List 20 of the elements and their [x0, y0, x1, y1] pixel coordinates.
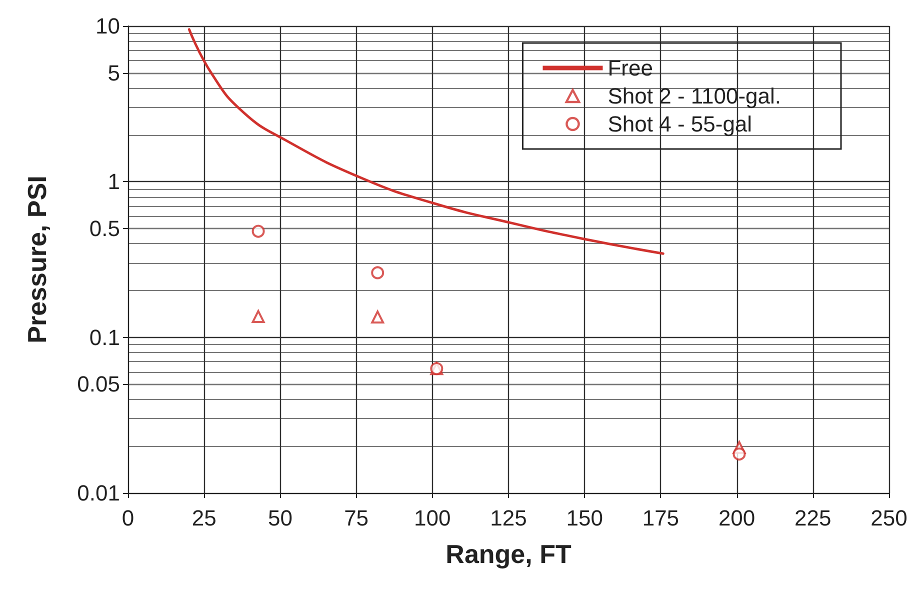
y-tick-label: 0.1	[89, 324, 120, 350]
x-tick-label: 225	[794, 506, 832, 530]
x-tick-label: 175	[642, 506, 680, 530]
x-tick-label: 200	[718, 506, 756, 530]
y-tick-label: 1	[108, 169, 120, 194]
x-tick-label: 25	[192, 506, 216, 530]
x-tick-label: 250	[870, 506, 908, 530]
y-tick-label: 0.01	[77, 480, 120, 506]
x-tick-label: 50	[268, 506, 292, 530]
x-tick-label: 150	[566, 506, 603, 530]
x-axis-title: Range, FT	[446, 539, 572, 569]
x-tick-label: 0	[122, 506, 134, 530]
x-tick-label: 75	[344, 506, 369, 530]
y-axis-title: Pressure, PSI	[22, 176, 52, 344]
y-tick-label: 5	[108, 60, 120, 86]
x-tick-label: 100	[414, 506, 451, 530]
y-tick-label: 10	[96, 14, 120, 38]
y-tick-label: 0.05	[77, 372, 120, 397]
y-tick-label: 0.5	[89, 216, 120, 242]
x-tick-label: 125	[490, 506, 527, 530]
